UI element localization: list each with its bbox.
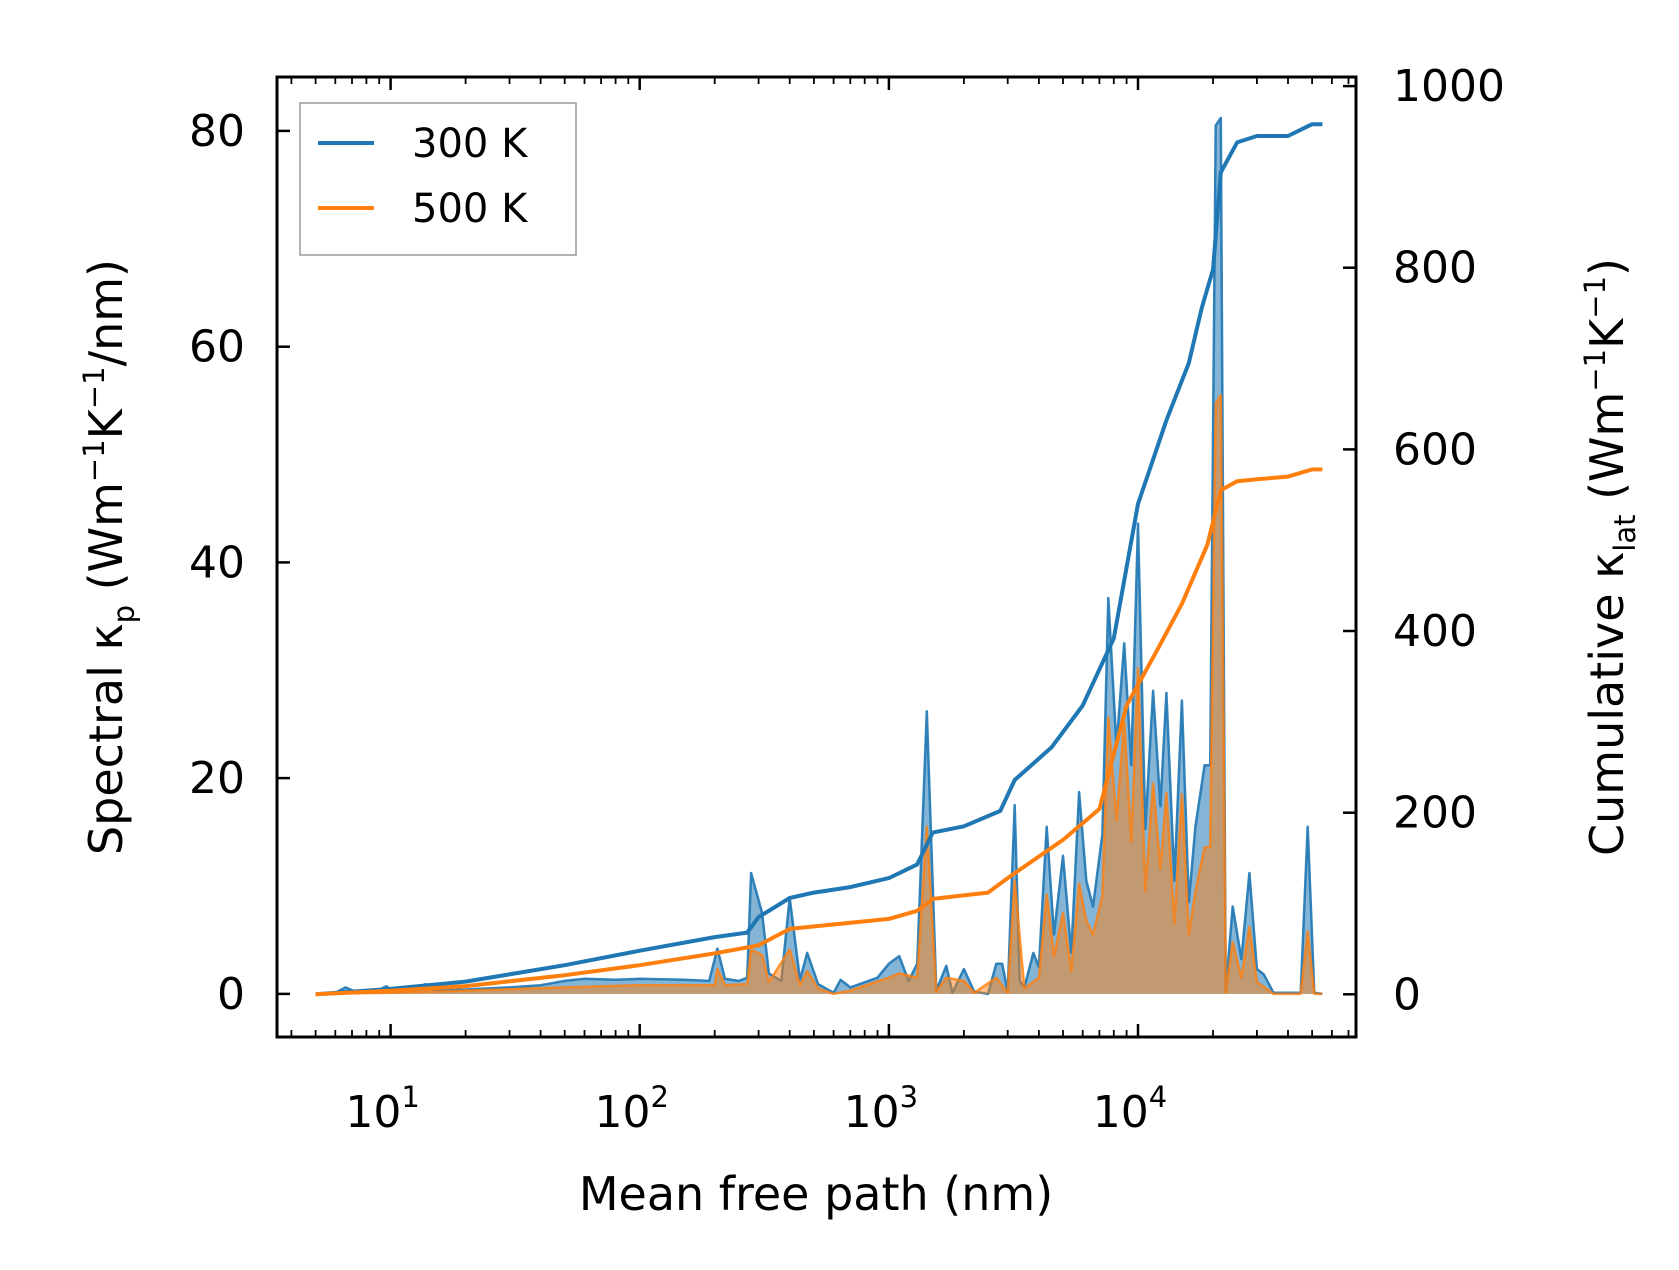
cumulative-layer bbox=[315, 122, 1323, 997]
x-tick-label: 101 bbox=[345, 1080, 419, 1138]
right-y-tick-label: 400 bbox=[1393, 606, 1477, 657]
right-y-tick-label: 0 bbox=[1393, 969, 1421, 1020]
right-y-tick-label: 800 bbox=[1393, 243, 1477, 294]
spectral-line-500k bbox=[315, 393, 1323, 996]
spectral-area-500k bbox=[315, 395, 1323, 994]
legend-label-300k: 300 K bbox=[412, 121, 529, 167]
cumulative-line-300k bbox=[315, 122, 1323, 997]
left-y-tick-label: 80 bbox=[189, 106, 245, 157]
x-axis-title: Mean free path (nm) bbox=[579, 1167, 1053, 1221]
x-tick-label: 104 bbox=[1093, 1080, 1167, 1138]
cumulative-line-500k bbox=[315, 467, 1323, 997]
right-axis-title: Cumulative κlat (Wm−1K−1) bbox=[1578, 258, 1642, 856]
plot-frame bbox=[275, 75, 1358, 1039]
legend-label-500k: 500 K bbox=[412, 186, 529, 232]
spectral-layer bbox=[315, 116, 1323, 996]
left-y-tick-label: 20 bbox=[189, 753, 245, 804]
x-tick-label: 103 bbox=[844, 1080, 918, 1138]
x-tick-label: 102 bbox=[594, 1080, 668, 1138]
right-y-tick-label: 600 bbox=[1393, 424, 1477, 475]
left-axis-title: Spectral κp (Wm−1K−1/nm) bbox=[77, 259, 141, 855]
legend: 300 K 500 K bbox=[299, 102, 577, 256]
right-y-tick-label: 200 bbox=[1393, 788, 1477, 839]
legend-box bbox=[299, 102, 577, 256]
left-y-tick-label: 60 bbox=[189, 322, 245, 373]
left-y-tick-label: 40 bbox=[189, 537, 245, 588]
right-y-tick-label: 1000 bbox=[1393, 61, 1505, 112]
left-y-tick-label: 0 bbox=[217, 969, 245, 1020]
